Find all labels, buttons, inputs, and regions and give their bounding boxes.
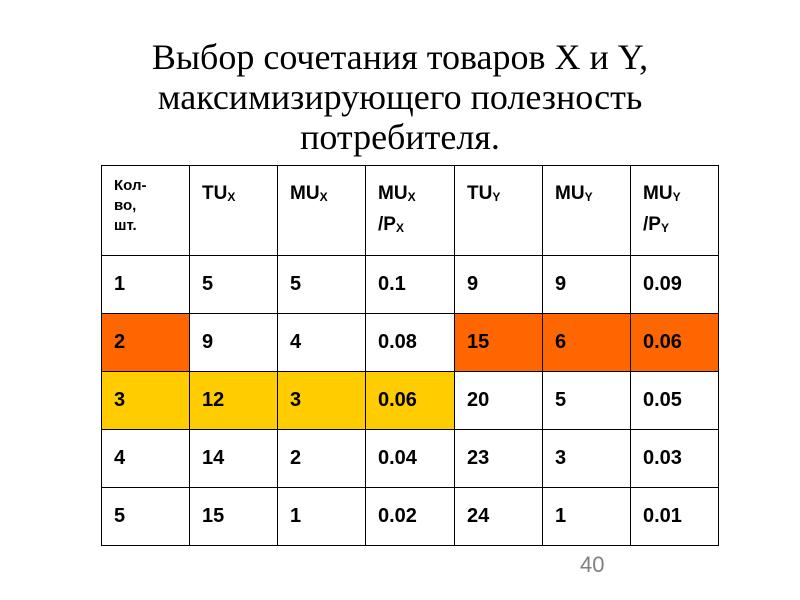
table-cell: 9 — [542, 255, 631, 314]
table-cell: 4 — [277, 313, 366, 372]
header-mu-x-per-px-sub: X — [407, 190, 416, 204]
table-cell: 24 — [454, 487, 543, 546]
header-mu-y-per-py-sub: Y — [672, 190, 681, 204]
header-mu-x-per-px-line-2: /PX — [378, 211, 454, 242]
table-cell: 0.04 — [365, 429, 455, 488]
header-tu-x-sub: X — [227, 190, 236, 204]
table-cell: 0.08 — [365, 313, 455, 372]
header-mu-y-sub: Y — [584, 190, 593, 204]
header-quantity: Кол- во, шт. — [101, 165, 190, 256]
page-number: 40 — [580, 552, 605, 577]
table-cell: 6 — [542, 313, 631, 372]
table-row: 4 14 2 0.04 23 3 0.03 — [101, 429, 719, 488]
table-cell: 12 — [189, 371, 278, 430]
header-mu-x-sub: X — [319, 190, 328, 204]
table-cell: 5 — [277, 255, 366, 314]
slide-title-line-3: потребителя. — [300, 117, 500, 157]
table-header-row: Кол- во, шт. TUX MUX MUX /PX TUY MUY MUY — [101, 165, 719, 256]
table-cell: 4 — [101, 429, 190, 488]
table-cell: 0.01 — [630, 487, 719, 546]
table-cell: 1 — [277, 487, 366, 546]
table-cell: 1 — [101, 255, 190, 314]
header-quantity-line-1: Кол- — [114, 177, 147, 194]
table-cell: 9 — [189, 313, 278, 372]
header-quantity-line-2: во, — [114, 197, 137, 214]
table-cell: 15 — [454, 313, 543, 372]
table-cell: 2 — [277, 429, 366, 488]
header-mu-y-per-py-line2-sub: Y — [660, 221, 669, 235]
table-body: 1 5 5 0.1 9 9 0.09 2 9 4 0.08 15 6 0.06 3 12 3 0.06 20 5 0.0… — [101, 255, 719, 546]
header-tu-x-main: TU — [202, 183, 228, 204]
table-cell: 5 — [542, 371, 631, 430]
header-mu-y-per-py-main: MU — [643, 183, 673, 204]
header-tu-x: TUX — [189, 165, 278, 256]
table-cell: 5 — [189, 255, 278, 314]
slide-title-line-1: Выбор сочетания товаров X и Y, — [151, 37, 649, 77]
header-mu-x-per-px-line2-main: /P — [378, 214, 396, 235]
table-row: 2 9 4 0.08 15 6 0.06 — [101, 313, 719, 372]
table-cell: 0.03 — [630, 429, 719, 488]
header-mu-y-main: MU — [555, 183, 585, 204]
table-cell: 0.09 — [630, 255, 719, 314]
table-cell: 1 — [542, 487, 631, 546]
header-tu-y-main: TU — [467, 183, 493, 204]
table-cell: 15 — [189, 487, 278, 546]
table-cell: 20 — [454, 371, 543, 430]
table-row: 1 5 5 0.1 9 9 0.09 — [101, 255, 719, 314]
header-mu-y-per-py-line-1: MUY — [643, 180, 718, 211]
table-cell: 9 — [454, 255, 543, 314]
table-cell: 3 — [101, 371, 190, 430]
header-mu-y-per-py-line2-main: /P — [643, 214, 661, 235]
header-mu-x: MUX — [277, 165, 366, 256]
table-cell: 0.02 — [365, 487, 455, 546]
header-mu-y-per-py-line-2: /PY — [643, 211, 718, 242]
table-cell: 23 — [454, 429, 543, 488]
header-mu-y-per-py: MUY /PY — [630, 165, 719, 256]
header-mu-x-per-px: MUX /PX — [365, 165, 455, 256]
table-cell: 0.05 — [630, 371, 719, 430]
header-mu-x-main: MU — [290, 183, 320, 204]
table-row: 3 12 3 0.06 20 5 0.05 — [101, 371, 719, 430]
header-mu-y: MUY — [542, 165, 631, 256]
header-mu-x-per-px-line-1: MUX — [378, 180, 454, 211]
header-tu-y: TUY — [454, 165, 543, 256]
table-cell: 2 — [101, 313, 190, 372]
table-cell: 0.1 — [365, 255, 455, 314]
header-tu-y-sub: Y — [492, 190, 501, 204]
header-quantity-line-3: шт. — [114, 217, 137, 234]
utility-table: Кол- во, шт. TUX MUX MUX /PX TUY MUY MUY — [101, 165, 719, 546]
header-mu-x-per-px-main: MU — [378, 183, 408, 204]
table-cell: 0.06 — [630, 313, 719, 372]
table-cell: 5 — [101, 487, 190, 546]
header-mu-x-per-px-line2-sub: X — [395, 221, 404, 235]
table-row: 5 15 1 0.02 24 1 0.01 — [101, 487, 719, 546]
table-cell: 3 — [542, 429, 631, 488]
slide-title: Выбор сочетания товаров X и Y, максимизи… — [0, 37, 800, 157]
slide-title-line-2: максимизирующего полезность — [157, 77, 643, 117]
table-cell: 3 — [277, 371, 366, 430]
table-cell: 14 — [189, 429, 278, 488]
table-cell: 0.06 — [365, 371, 455, 430]
